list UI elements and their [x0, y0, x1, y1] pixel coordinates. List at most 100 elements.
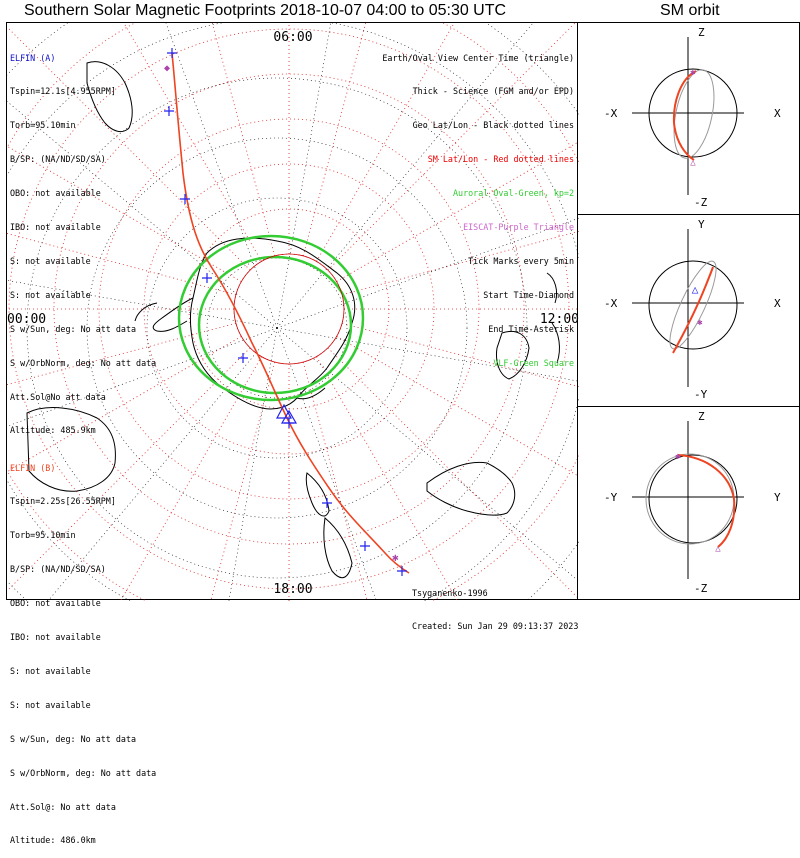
sm-longitude-line — [211, 23, 276, 256]
geo-latitude-circle — [86, 137, 468, 519]
legend-item: End Time-Asterisk — [488, 323, 574, 334]
sm-longitude-line — [327, 23, 576, 271]
spacecraft-a-name: ELFIN (A) — [10, 52, 56, 63]
spacecraft-a-info: ELFIN (A) Tspin=12.1s[4.955RPM] Torb=95.… — [10, 30, 156, 448]
track-tick — [397, 566, 407, 576]
legend-item: Start Time-Diamond — [483, 289, 574, 300]
start-marker: ✱ — [697, 318, 703, 328]
axis-label-up: Z — [698, 26, 705, 39]
legend-item: Geo Lat/Lon - Black dotted lines — [412, 120, 574, 131]
track-tick-marks — [164, 48, 407, 576]
mlt-label-top: 06:00 — [273, 30, 312, 45]
axis-label-down: -Z — [694, 582, 708, 595]
map-legend: Earth/Oval View Center Time (triangle) T… — [382, 30, 574, 380]
earth-outline — [648, 68, 738, 158]
orbit-plot-xy: △ ✱ Y -Y -X X — [604, 218, 781, 401]
sm-longitude-line — [210, 362, 276, 601]
sm-longitude-line — [7, 145, 242, 282]
orbit-ellipse — [669, 260, 717, 350]
axis-label-right: X — [774, 297, 781, 310]
legend-item: Tick Marks every 5min — [468, 255, 574, 266]
legend-item: SM Lat/Lon - Red dotted lines — [427, 154, 574, 165]
sm-longitude-line — [336, 141, 579, 282]
spacecraft-b-line: Torb=95.10min — [10, 530, 76, 541]
sm-grid-lines — [7, 23, 579, 601]
axis-label-down: -Z — [694, 196, 708, 209]
orbit-ellipse — [645, 453, 735, 545]
axis-label-left: -X — [604, 297, 618, 310]
spacecraft-b-line: IBO: not available — [10, 632, 101, 643]
axis-label-up: Z — [698, 410, 705, 423]
legend-item: Thick - Science (FGM and/or EPD) — [412, 86, 574, 97]
track-tick — [180, 194, 190, 204]
orbit-trace — [677, 454, 736, 548]
spacecraft-a-line: Att.Sol@No att data — [10, 391, 106, 402]
spacecraft-a-line: Tspin=12.1s[4.955RPM] — [10, 86, 116, 97]
spacecraft-a-line: S: not available — [10, 289, 91, 300]
sm-longitude-line — [342, 230, 579, 296]
footprint-map: 06:00 00:00 12:00 18:00 ◆ ✱ — [7, 23, 579, 601]
sm-longitude-line — [7, 336, 242, 473]
spacecraft-a-line: IBO: not available — [10, 222, 101, 233]
orbit-ellipse — [673, 69, 715, 159]
axis-label-left: -Y — [604, 491, 618, 504]
geo-longitude-line — [276, 23, 332, 329]
view-center-marker: △ — [692, 283, 699, 296]
earth-outline — [648, 454, 738, 544]
geo-latitude-circle — [146, 197, 408, 459]
spacecraft-a-line: S w/Sun, deg: No att data — [10, 323, 137, 334]
sm-latitude-circle — [233, 253, 345, 365]
sm-longitude-line — [302, 23, 367, 256]
mlt-label-bottom: 18:00 — [273, 582, 312, 597]
axis-label-right: X — [774, 107, 781, 120]
sm-longitude-line — [119, 356, 262, 601]
sm-longitude-line — [302, 362, 368, 601]
orbit-panel-yz: ✱ △ Z -Z -Y Y — [577, 406, 800, 600]
credits: Tsyganenko-1996 Created: Sun Jan 29 09:1… — [412, 565, 578, 644]
southern-continents — [26, 61, 560, 579]
start-marker: ✱ — [690, 68, 696, 78]
spacecraft-a-line: Altitude: 485.9km — [10, 425, 96, 436]
sm-longitude-line — [7, 347, 251, 592]
track-tick — [322, 498, 332, 508]
sm-latitude-circle — [143, 163, 435, 455]
end-marker: △ — [690, 158, 696, 168]
spacecraft-b-line: Altitude: 486.0km — [10, 835, 96, 846]
sm-longitude-line — [7, 322, 236, 385]
track-tick — [167, 48, 177, 58]
geo-longitude-line — [228, 327, 278, 601]
spacecraft-b-line: Att.Sol@: No att data — [10, 801, 116, 812]
sm-inner-circle — [233, 253, 345, 365]
sm-longitude-line — [7, 26, 251, 271]
view-center-triangle-2 — [280, 409, 298, 424]
sm-longitude-line — [336, 336, 579, 477]
geo-latitude-circle — [26, 77, 528, 579]
track-markers: ◆ ✱ — [164, 63, 399, 564]
sm-longitude-line — [316, 23, 455, 262]
spacecraft-b-line: S: not available — [10, 665, 91, 676]
page-title: Southern Solar Magnetic Footprints 2018-… — [24, 2, 507, 19]
track-tick — [202, 273, 212, 283]
created-timestamp: Created: Sun Jan 29 09:13:37 2023 — [412, 621, 579, 632]
antarctica-coastline — [152, 237, 356, 410]
spacecraft-b-line: S: not available — [10, 699, 91, 710]
axis-label-left: -X — [604, 107, 618, 120]
orbit-trace — [672, 70, 697, 161]
mlt-label-right: 12:00 — [540, 312, 579, 327]
axis-label-right: Y — [774, 491, 781, 504]
spacecraft-b-line: B/SP: (NA/ND/SD/SA) — [10, 564, 106, 575]
sm-longitude-line — [123, 23, 262, 262]
orbit-plot-xz: ✱ △ Z -Z -X X — [604, 26, 781, 209]
spacecraft-b-name: ELFIN (B) — [10, 462, 56, 473]
spacecraft-a-line: S w/OrbNorm, deg: No att data — [10, 357, 157, 368]
geo-latitude-circle — [206, 257, 348, 399]
footprint-map-panel: 06:00 00:00 12:00 18:00 ◆ ✱ — [6, 22, 579, 601]
start-marker: ✱ — [675, 452, 681, 462]
spacecraft-b-line: S w/Sun, deg: No att data — [10, 733, 137, 744]
spacecraft-a-line: S: not available — [10, 255, 91, 266]
model-credit: Tsyganenko-1996 — [412, 587, 488, 598]
start-diamond: ◆ — [164, 63, 170, 74]
sm-longitude-line — [7, 233, 236, 296]
end-asterisk: ✱ — [392, 551, 399, 564]
spacecraft-b-info: ELFIN (B) Tspin=2.25s[26.55RPM] Torb=95.… — [10, 440, 156, 858]
